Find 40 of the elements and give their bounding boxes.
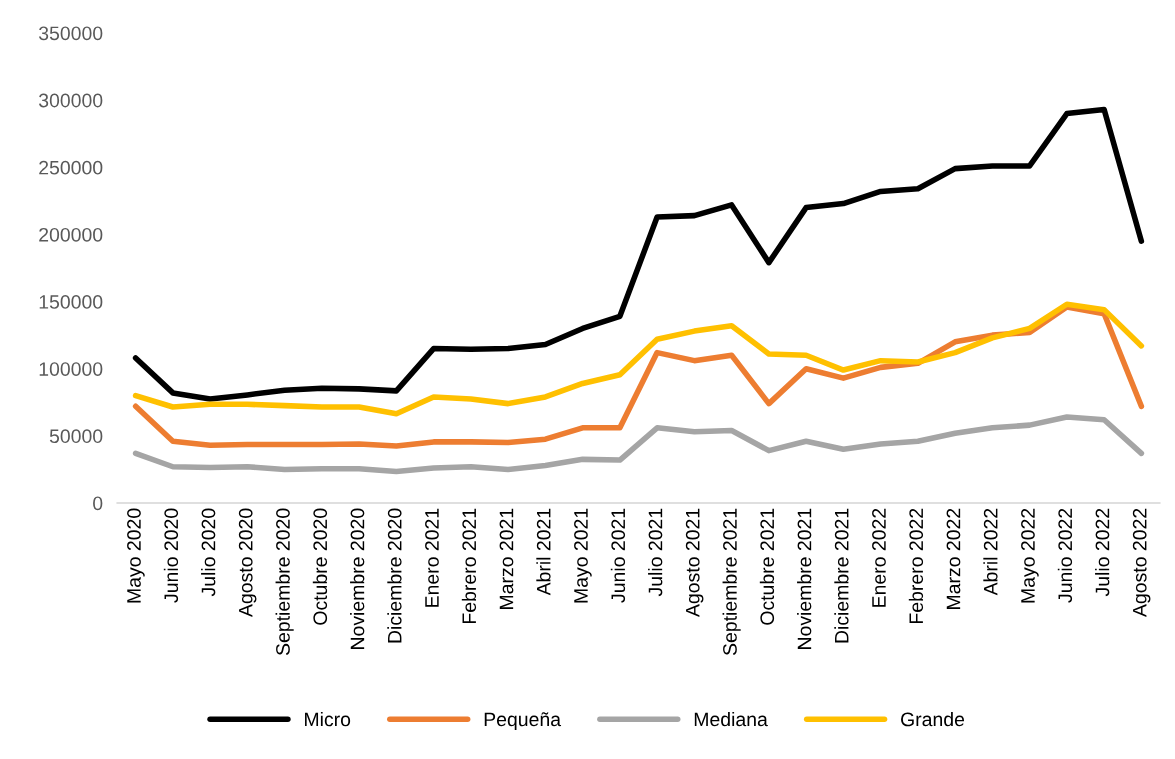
legend-label: Pequeña xyxy=(484,712,562,731)
x-tick-label: Junio 2022 xyxy=(1057,508,1073,603)
legend-label: Grande xyxy=(901,711,965,727)
y-tick-label: 150000 xyxy=(39,295,103,309)
x-tick-label: Mayo 2022 xyxy=(1021,508,1039,603)
y-tick-label: 200000 xyxy=(39,227,103,242)
x-tick-label: Diciembre 2021 xyxy=(834,508,849,643)
y-tick-label: 50000 xyxy=(49,429,103,444)
x-tick-label: Febrero 2022 xyxy=(908,508,924,623)
legend-label: Mediana xyxy=(694,711,768,727)
x-tick-label: Enero 2021 xyxy=(425,508,439,607)
x-tick-label: Septiembre 2020 xyxy=(275,508,294,656)
x-tick-label: Septiembre 2021 xyxy=(722,508,741,656)
y-tick-label: 350000 xyxy=(38,26,103,41)
x-tick-label: Marzo 2021 xyxy=(499,508,514,609)
y-tick-label: 300000 xyxy=(38,93,103,108)
x-tick-label: Marzo 2022 xyxy=(946,508,961,609)
x-tick-label: Agosto 2022 xyxy=(1132,508,1151,618)
x-tick-label: Febrero 2021 xyxy=(461,508,477,623)
x-tick-label: Octubre 2021 xyxy=(759,508,775,625)
y-tick-label: 100000 xyxy=(39,362,103,376)
y-tick-label: 250000 xyxy=(39,160,103,175)
legend-label: Micro xyxy=(305,711,351,727)
x-tick-label: Abril 2021 xyxy=(536,508,551,596)
x-tick-label: Julio 2020 xyxy=(201,508,216,597)
x-tick-label: Agosto 2021 xyxy=(685,508,704,618)
x-tick-label: Junio 2020 xyxy=(163,508,179,603)
x-tick-label: Julio 2022 xyxy=(1095,508,1110,597)
x-tick-label: Abril 2022 xyxy=(983,508,998,596)
x-tick-label: Octubre 2020 xyxy=(312,508,328,625)
x-tick-label: Julio 2021 xyxy=(648,508,663,597)
y-tick-label: 0 xyxy=(93,496,103,511)
x-tick-label: Noviembre 2020 xyxy=(350,508,365,649)
x-tick-label: Noviembre 2021 xyxy=(797,508,812,649)
x-tick-label: Junio 2021 xyxy=(610,508,626,603)
x-tick-label: Mayo 2020 xyxy=(127,508,145,603)
x-tick-label: Agosto 2020 xyxy=(238,508,257,618)
x-tick-label: Enero 2022 xyxy=(872,508,886,607)
x-tick-label: Diciembre 2020 xyxy=(387,508,402,643)
x-tick-label: Mayo 2021 xyxy=(574,508,592,603)
